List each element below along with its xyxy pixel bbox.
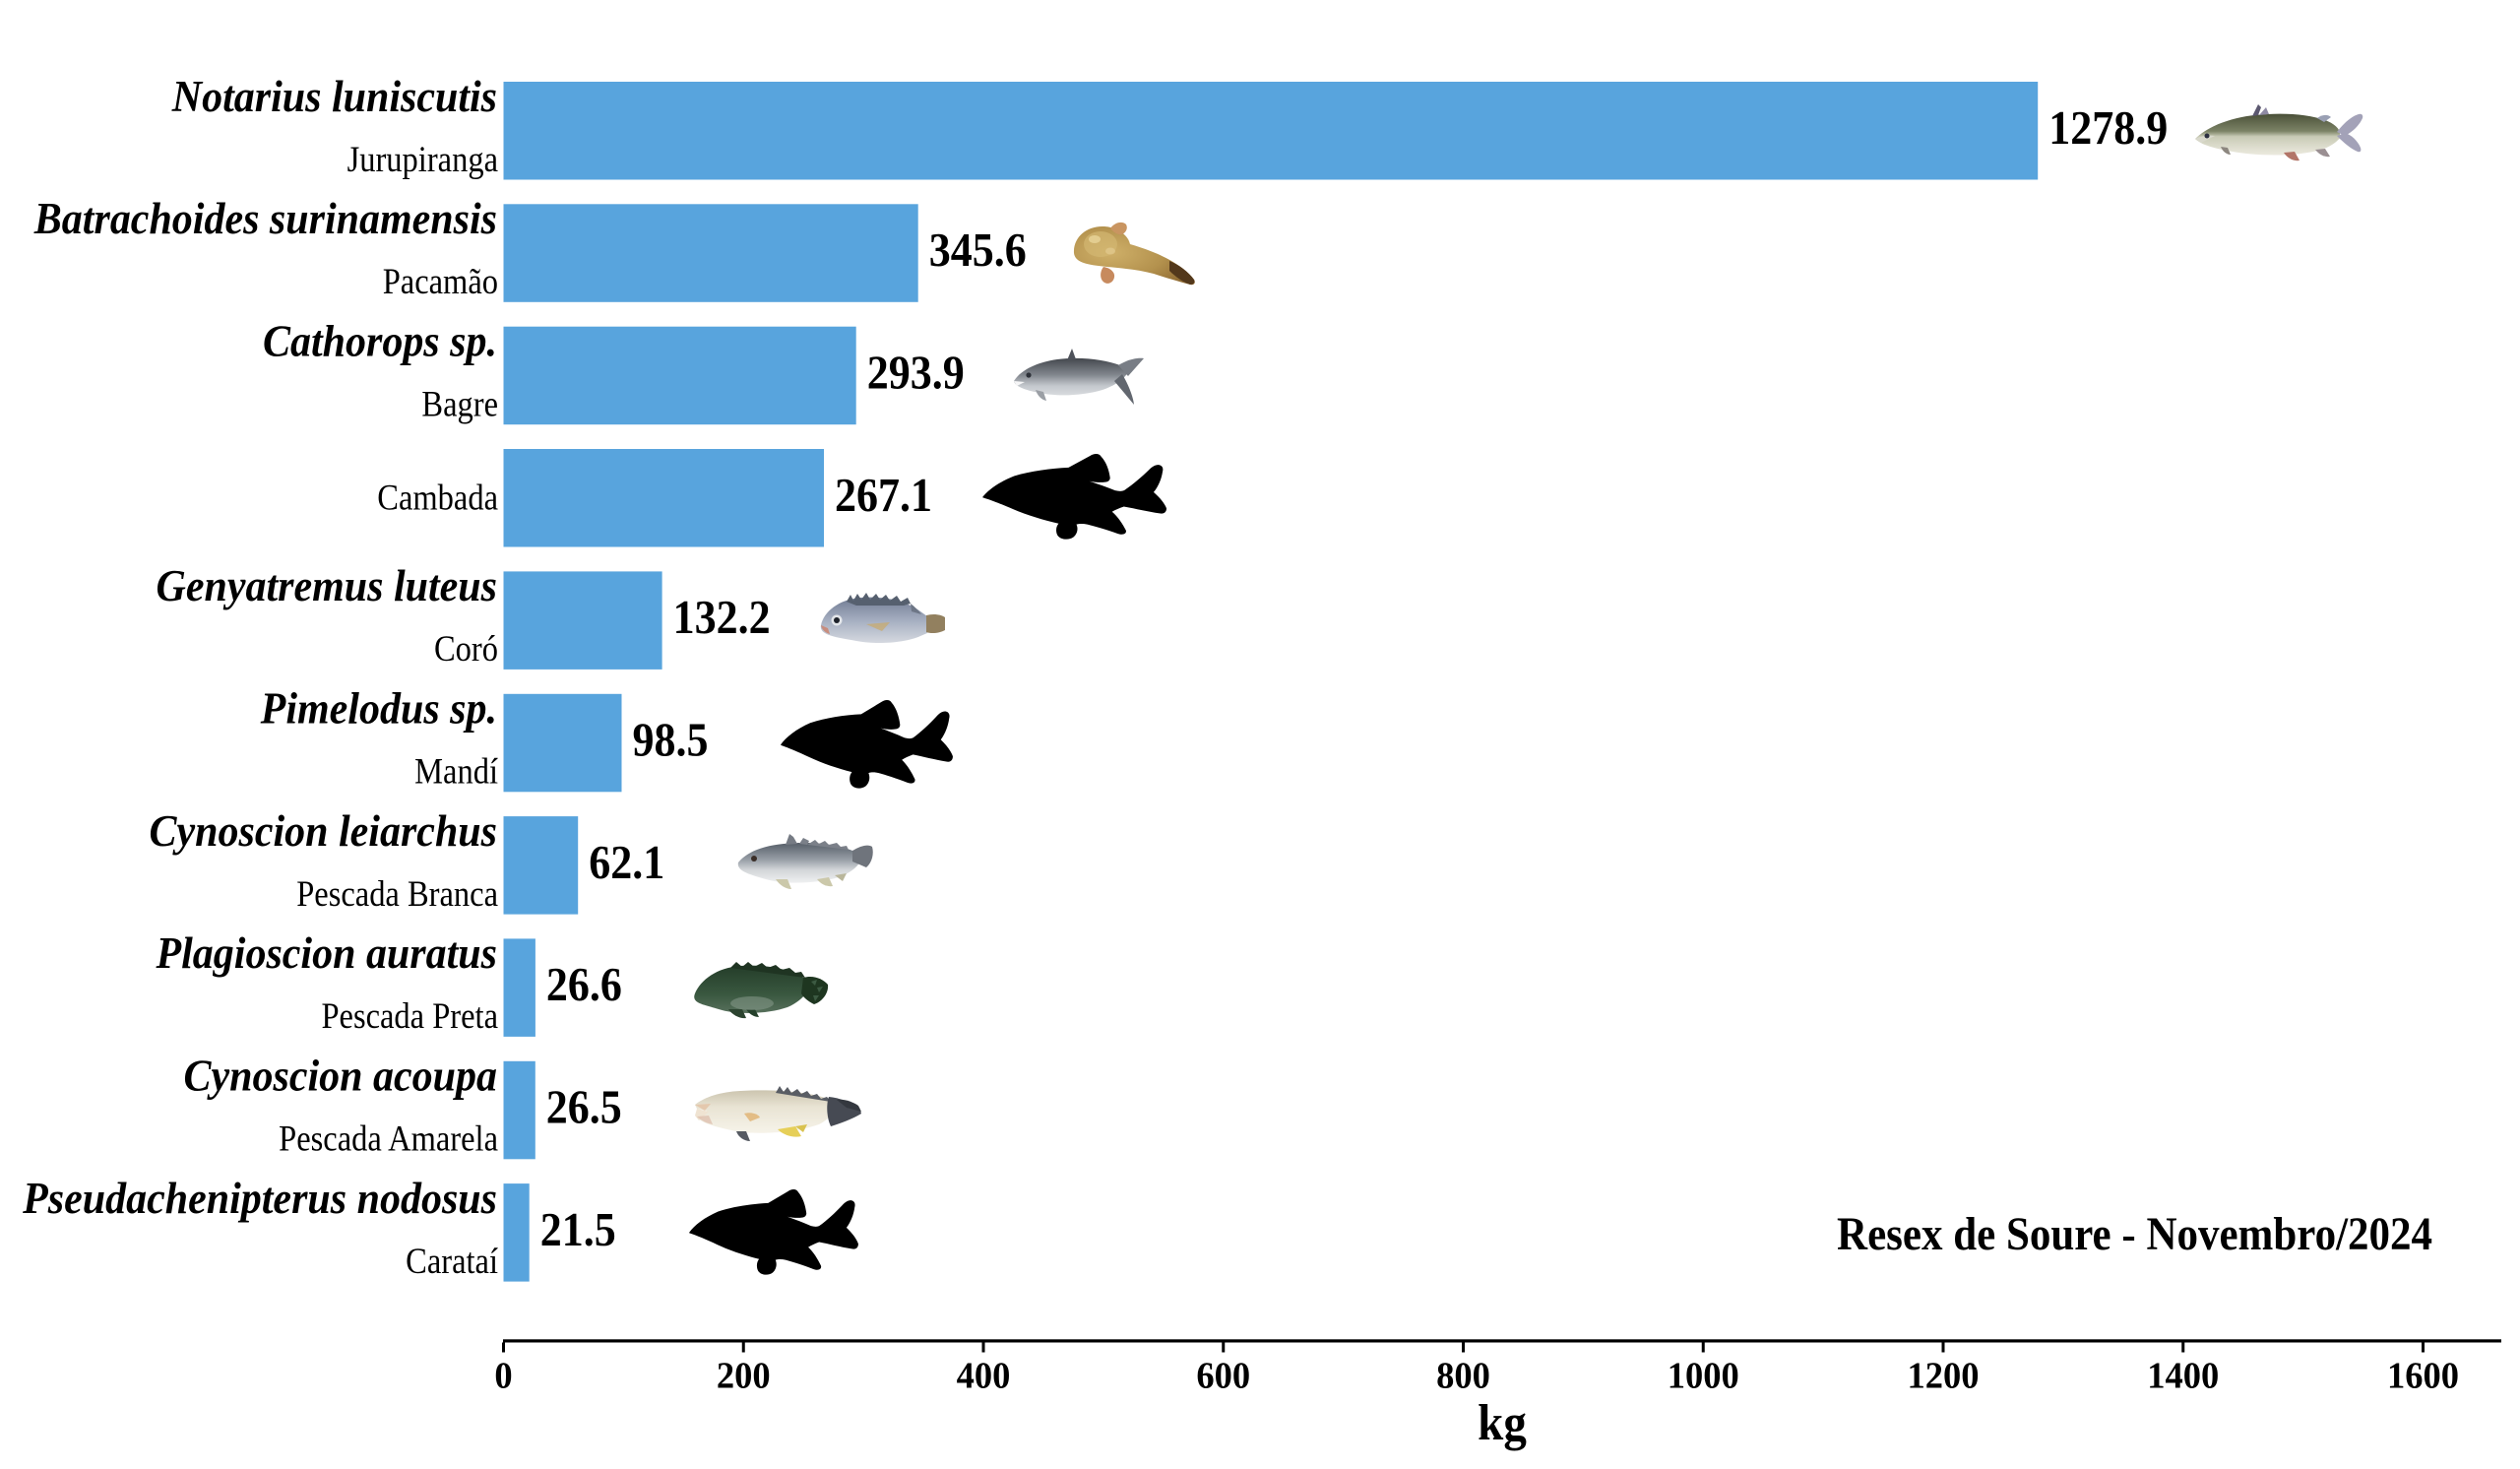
svg-text:Jurupiranga: Jurupiranga — [347, 139, 499, 180]
svg-text:Pacamão: Pacamão — [383, 261, 498, 302]
svg-text:kg: kg — [1478, 1394, 1527, 1451]
svg-text:Cathorops sp.: Cathorops sp. — [263, 316, 497, 366]
svg-text:Pimelodus sp.: Pimelodus sp. — [260, 683, 497, 734]
svg-text:62.1: 62.1 — [589, 837, 664, 889]
svg-text:1000: 1000 — [1668, 1356, 1739, 1397]
svg-text:1278.9: 1278.9 — [2048, 102, 2168, 155]
svg-text:Batrachoides surinamensis: Batrachoides surinamensis — [33, 193, 497, 243]
svg-text:26.6: 26.6 — [546, 959, 622, 1011]
svg-text:21.5: 21.5 — [540, 1204, 616, 1256]
svg-text:345.6: 345.6 — [929, 224, 1027, 277]
svg-text:Pescada Amarela: Pescada Amarela — [279, 1118, 498, 1159]
svg-text:Resex de Soure - Novembro/2024: Resex de Soure - Novembro/2024 — [1837, 1207, 2432, 1260]
svg-text:400: 400 — [957, 1356, 1011, 1397]
svg-text:1600: 1600 — [2387, 1356, 2459, 1397]
svg-text:Cynoscion leiarchus: Cynoscion leiarchus — [150, 805, 497, 856]
svg-text:1200: 1200 — [1908, 1356, 1980, 1397]
svg-text:293.9: 293.9 — [867, 348, 965, 400]
svg-text:Carataí: Carataí — [406, 1241, 498, 1282]
svg-text:Pseudachenipterus nodosus: Pseudachenipterus nodosus — [22, 1173, 497, 1223]
svg-text:267.1: 267.1 — [835, 470, 932, 522]
svg-text:26.5: 26.5 — [546, 1082, 622, 1134]
svg-text:98.5: 98.5 — [633, 715, 709, 767]
svg-text:Genyatremus luteus: Genyatremus luteus — [157, 560, 497, 610]
svg-text:800: 800 — [1436, 1356, 1490, 1397]
svg-text:Pescada Preta: Pescada Preta — [321, 995, 498, 1037]
svg-text:Notarius luniscutis: Notarius luniscutis — [171, 71, 497, 121]
svg-text:Coró: Coró — [434, 628, 498, 670]
svg-text:200: 200 — [717, 1356, 771, 1397]
svg-text:Cambada: Cambada — [377, 477, 498, 518]
svg-text:1400: 1400 — [2147, 1356, 2219, 1397]
svg-text:Pescada Branca: Pescada Branca — [296, 873, 498, 915]
svg-text:132.2: 132.2 — [673, 592, 771, 644]
svg-text:600: 600 — [1196, 1356, 1250, 1397]
svg-text:Mandí: Mandí — [414, 750, 498, 792]
svg-text:Cynoscion acoupa: Cynoscion acoupa — [184, 1051, 497, 1101]
svg-text:Bagre: Bagre — [421, 383, 498, 424]
svg-text:Plagioscion auratus: Plagioscion auratus — [156, 928, 497, 979]
svg-text:0: 0 — [494, 1356, 512, 1397]
